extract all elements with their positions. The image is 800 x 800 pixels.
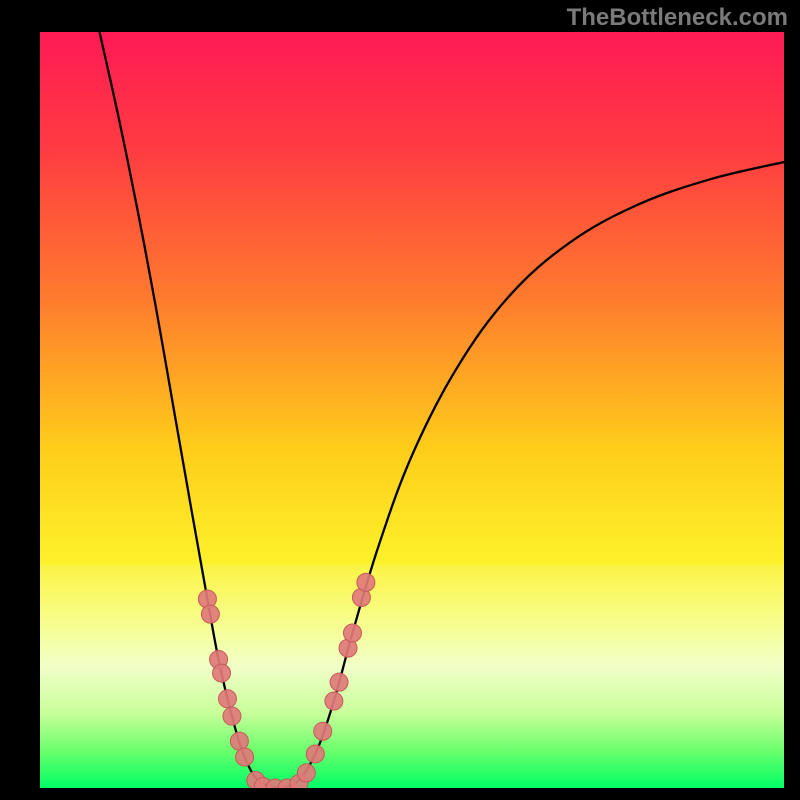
scatter-point bbox=[230, 732, 248, 750]
scatter-point bbox=[218, 690, 236, 708]
scatter-point bbox=[306, 745, 324, 763]
page-frame: TheBottleneck.com bbox=[0, 0, 800, 800]
scatter-point bbox=[343, 624, 361, 642]
scatter-point bbox=[236, 748, 254, 766]
scatter-point bbox=[314, 722, 332, 740]
curve-left-arm bbox=[100, 32, 279, 788]
chart-svg bbox=[40, 32, 784, 788]
scatter-point bbox=[297, 764, 315, 782]
scatter-points bbox=[198, 573, 374, 788]
scatter-point bbox=[223, 707, 241, 725]
scatter-point bbox=[213, 664, 231, 682]
scatter-point bbox=[325, 692, 343, 710]
scatter-point bbox=[201, 605, 219, 623]
curve-right-arm bbox=[278, 162, 784, 788]
scatter-point bbox=[357, 573, 375, 591]
watermark-text: TheBottleneck.com bbox=[567, 4, 788, 32]
plot-area bbox=[40, 32, 784, 788]
scatter-point bbox=[330, 673, 348, 691]
